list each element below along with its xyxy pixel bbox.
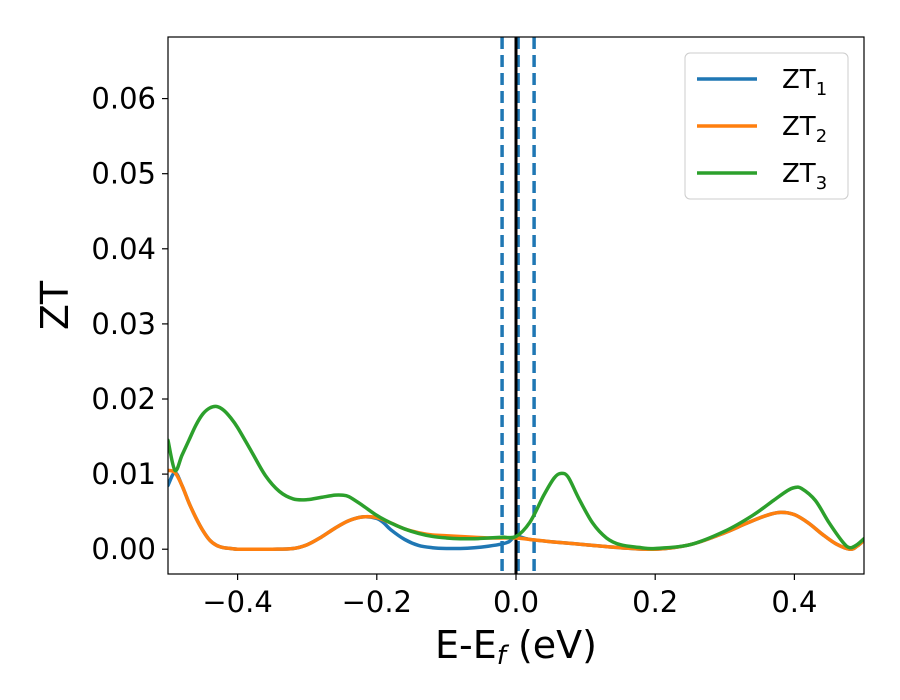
x-axis-label: E-Ef (eV) xyxy=(435,623,597,671)
y-tick-label: 0.03 xyxy=(91,307,156,341)
series-lines xyxy=(168,404,864,552)
x-axis-ticks: −0.4 −0.2 0.0 0.2 0.4 xyxy=(202,574,817,619)
x-axis-label-unit: (eV) xyxy=(506,623,597,667)
x-tick-label: −0.4 xyxy=(202,585,272,619)
x-tick-label: 0.0 xyxy=(493,585,539,619)
x-tick-label: 0.2 xyxy=(632,585,678,619)
y-tick-label: 0.01 xyxy=(91,457,156,491)
y-axis-label: ZT xyxy=(33,280,77,330)
x-tick-label: 0.4 xyxy=(771,585,817,619)
y-tick-label: 0.02 xyxy=(91,382,156,416)
y-tick-label: 0.00 xyxy=(91,532,156,566)
series-line-zt3 xyxy=(168,404,864,551)
y-axis-ticks: 0.00 0.01 0.02 0.03 0.04 0.05 0.06 xyxy=(91,82,168,566)
legend-entry-zt2: ZT2 xyxy=(782,112,827,147)
legend-entry-zt3: ZT3 xyxy=(782,159,827,194)
legend: ZT1 ZT2 ZT3 xyxy=(684,52,849,200)
vertical-reference-lines xyxy=(500,37,536,574)
legend-entry-zt1: ZT1 xyxy=(782,65,827,100)
x-tick-label: −0.2 xyxy=(342,585,412,619)
y-tick-label: 0.04 xyxy=(91,232,156,266)
legend-box xyxy=(684,52,849,200)
y-tick-label: 0.05 xyxy=(91,157,156,191)
y-tick-label: 0.06 xyxy=(91,82,156,116)
x-axis-label-main: E-E xyxy=(435,623,497,667)
